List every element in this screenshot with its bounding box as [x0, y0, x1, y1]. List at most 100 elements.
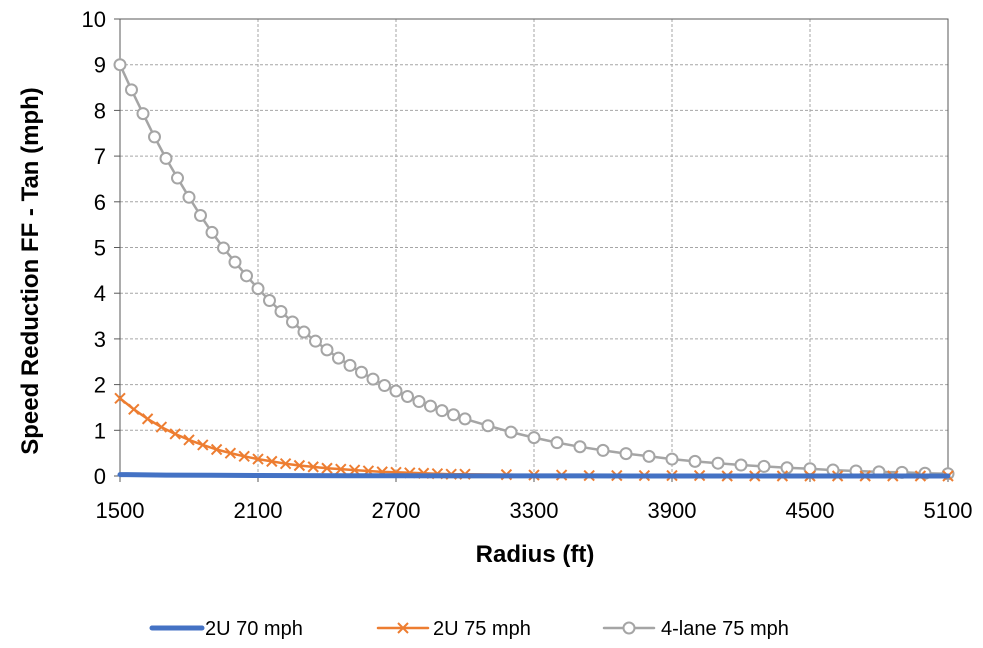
x-tick-label: 3300	[510, 498, 559, 523]
y-tick-label: 10	[82, 7, 106, 32]
data-point	[412, 395, 426, 409]
data-point	[125, 83, 138, 97]
data-point	[128, 403, 140, 415]
data-point	[458, 412, 472, 426]
data-point	[155, 421, 168, 433]
data-point	[266, 455, 278, 468]
legend-label: 2U 70 mph	[205, 618, 303, 640]
data-point	[343, 358, 357, 372]
data-point	[183, 434, 195, 446]
y-tick-label: 5	[94, 236, 106, 261]
legend-entry: 2U 75 mph	[376, 618, 531, 640]
series-group	[113, 58, 955, 481]
data-point	[194, 209, 207, 223]
data-point	[481, 419, 495, 433]
data-point	[332, 351, 345, 365]
legend: 2U 70 mph 2U 75 mph 4-lane 75 mph	[149, 618, 789, 640]
y-tick-label: 4	[94, 281, 106, 306]
data-point	[320, 343, 334, 357]
data-point	[366, 372, 380, 386]
data-point	[113, 58, 127, 72]
data-point	[293, 459, 306, 472]
legend-entry: 4-lane 75 mph	[602, 618, 789, 640]
legend-marker	[622, 621, 636, 635]
data-point	[447, 408, 460, 422]
data-point	[711, 456, 725, 470]
data-point	[286, 315, 299, 329]
legend-label: 2U 75 mph	[433, 618, 531, 640]
data-point	[182, 190, 196, 204]
data-point	[378, 379, 391, 393]
data-point	[688, 454, 702, 468]
data-point	[159, 151, 173, 165]
y-tick-label: 7	[94, 144, 106, 169]
data-point	[335, 463, 347, 475]
data-point	[136, 107, 150, 121]
data-point	[228, 255, 242, 269]
x-tick-label: 2700	[372, 498, 421, 523]
x-tick-label: 5100	[924, 498, 973, 523]
y-tick-label: 9	[94, 53, 106, 78]
data-point	[171, 171, 184, 185]
x-tick-label: 1500	[96, 498, 145, 523]
data-point	[297, 325, 311, 339]
data-point	[550, 436, 564, 450]
y-axis-title: Speed Reduction FF - Tan (mph)	[17, 87, 44, 455]
data-point	[217, 241, 230, 255]
data-point	[757, 459, 771, 473]
data-point	[274, 304, 288, 318]
data-point	[307, 461, 319, 473]
tick-labels: 0 1 2 3 4 5 6 7 8 9 10 1500 2100 2700 3300 3900 4500 5100	[82, 7, 973, 523]
x-tick-label: 4500	[786, 498, 835, 523]
data-point	[309, 334, 322, 348]
series-layer	[113, 58, 955, 482]
x-tick-label: 2100	[234, 498, 283, 523]
data-point	[734, 458, 748, 472]
legend-label: 4-lane 75 mph	[661, 618, 789, 640]
plot-area-border	[119, 18, 949, 477]
data-point	[252, 453, 264, 465]
data-point	[210, 443, 223, 456]
y-tick-label: 6	[94, 190, 106, 215]
y-tick-label: 3	[94, 327, 106, 352]
data-point	[527, 431, 541, 445]
y-tick-label: 8	[94, 98, 106, 123]
x-tick-label: 3900	[648, 498, 697, 523]
plot-frame	[114, 18, 949, 482]
data-point	[148, 130, 161, 144]
data-point	[279, 457, 292, 470]
data-point	[224, 447, 237, 459]
data-point	[169, 428, 181, 440]
y-tick-label: 1	[94, 418, 106, 443]
data-point	[321, 462, 333, 474]
data-point	[642, 449, 656, 463]
data-point	[665, 452, 679, 466]
legend-marker	[397, 622, 409, 634]
data-point	[355, 365, 368, 379]
data-point	[263, 294, 276, 308]
data-point	[401, 389, 414, 403]
data-point	[141, 413, 154, 425]
x-axis-title: Radius (ft)	[476, 541, 595, 568]
data-point	[504, 425, 518, 439]
legend-entry: 2U 70 mph	[149, 618, 303, 640]
y-tick-label: 0	[94, 464, 106, 489]
data-point	[238, 450, 250, 463]
data-point	[780, 461, 794, 475]
series-line	[117, 472, 951, 479]
data-point	[240, 269, 253, 283]
data-point	[435, 404, 449, 418]
data-point	[596, 443, 610, 457]
data-point	[251, 282, 265, 296]
data-point	[424, 399, 437, 413]
y-tick-label: 2	[94, 373, 106, 398]
data-point	[197, 439, 209, 451]
data-point	[389, 384, 403, 398]
series-group	[117, 472, 951, 479]
data-point	[205, 225, 219, 239]
data-point	[619, 447, 633, 461]
data-point	[114, 392, 126, 405]
data-point	[573, 440, 587, 454]
